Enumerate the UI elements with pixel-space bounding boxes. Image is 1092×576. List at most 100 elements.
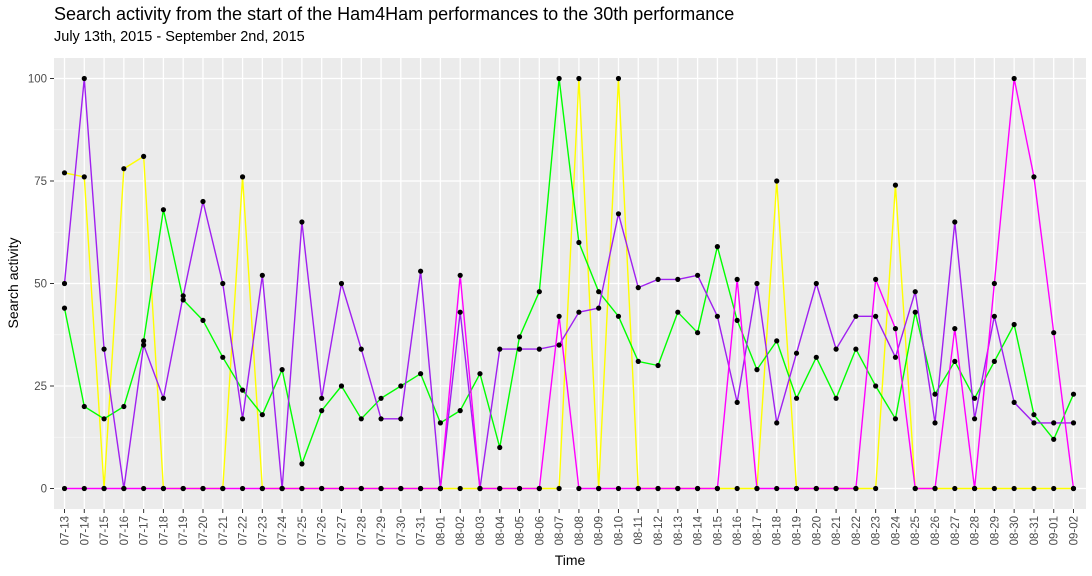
x-tick-label: 08-04 bbox=[495, 515, 507, 545]
chart-subtitle: July 13th, 2015 - September 2nd, 2015 bbox=[54, 29, 305, 45]
data-point bbox=[358, 485, 364, 492]
x-tick-label: 08-25 bbox=[910, 516, 922, 545]
data-point bbox=[101, 416, 107, 422]
data-point bbox=[437, 485, 444, 492]
x-tick-label: 08-20 bbox=[811, 516, 823, 545]
data-point bbox=[1031, 420, 1037, 426]
data-point bbox=[734, 399, 740, 405]
data-point bbox=[615, 485, 622, 492]
data-point bbox=[892, 326, 899, 332]
data-point bbox=[239, 174, 246, 180]
data-point bbox=[912, 309, 918, 315]
series-lines bbox=[63, 77, 1075, 490]
data-point bbox=[220, 280, 226, 287]
x-tick-label: 08-02 bbox=[455, 516, 467, 545]
x-tick-label: 08-09 bbox=[594, 516, 606, 545]
data-point bbox=[477, 485, 483, 492]
data-point bbox=[220, 485, 226, 492]
data-point bbox=[61, 170, 68, 176]
data-point bbox=[793, 485, 800, 492]
x-tick-label: 08-03 bbox=[475, 516, 487, 545]
data-point bbox=[576, 309, 582, 315]
x-tick-label: 08-06 bbox=[534, 516, 546, 545]
x-tick-label: 07-26 bbox=[317, 516, 329, 545]
data-point bbox=[793, 350, 800, 356]
x-tick-label: 08-16 bbox=[732, 516, 744, 545]
data-point bbox=[734, 317, 740, 323]
data-point bbox=[61, 305, 68, 311]
x-tick-label: 07-29 bbox=[376, 516, 388, 545]
data-point bbox=[734, 485, 740, 492]
data-point bbox=[299, 461, 305, 467]
data-point bbox=[556, 342, 562, 348]
data-point bbox=[714, 485, 720, 492]
x-tick-label: 07-21 bbox=[218, 516, 230, 545]
x-tick-label: 07-20 bbox=[198, 516, 210, 545]
data-point bbox=[1051, 436, 1057, 442]
data-point bbox=[338, 280, 345, 287]
data-point bbox=[378, 395, 384, 401]
data-point bbox=[457, 309, 463, 315]
data-point bbox=[1011, 75, 1017, 82]
data-point bbox=[615, 313, 622, 319]
y-tick-label: 25 bbox=[34, 381, 47, 393]
x-tick-label: 07-14 bbox=[79, 515, 91, 545]
data-point bbox=[813, 280, 819, 287]
data-point bbox=[873, 485, 879, 492]
y-tick-label: 75 bbox=[34, 176, 47, 188]
data-point bbox=[180, 297, 186, 303]
y-tick-label: 50 bbox=[34, 279, 47, 291]
data-point bbox=[81, 403, 87, 410]
data-point bbox=[121, 166, 127, 172]
data-points bbox=[61, 75, 1077, 492]
y-tick-label: 100 bbox=[28, 74, 47, 86]
data-point bbox=[1070, 391, 1077, 397]
data-point bbox=[160, 207, 167, 213]
data-point bbox=[833, 346, 839, 352]
data-point bbox=[239, 416, 246, 422]
data-point bbox=[596, 305, 602, 311]
data-point bbox=[338, 485, 345, 492]
data-point bbox=[141, 342, 147, 348]
data-point bbox=[418, 485, 424, 492]
data-point bbox=[596, 485, 602, 492]
x-tick-label: 08-23 bbox=[871, 516, 883, 545]
data-point bbox=[497, 346, 503, 352]
data-point bbox=[754, 280, 760, 287]
data-point bbox=[160, 485, 167, 492]
data-point bbox=[239, 485, 246, 492]
data-point bbox=[61, 280, 68, 287]
series-line-1 bbox=[64, 77, 1074, 490]
data-point bbox=[754, 367, 760, 373]
data-point bbox=[556, 313, 562, 319]
data-point bbox=[892, 182, 899, 188]
data-point bbox=[892, 416, 899, 422]
data-point bbox=[200, 485, 206, 492]
data-point bbox=[1011, 485, 1017, 492]
data-point bbox=[358, 346, 364, 352]
x-tick-label: 07-17 bbox=[139, 516, 151, 545]
data-point bbox=[319, 408, 325, 414]
data-point bbox=[694, 330, 701, 336]
data-point bbox=[774, 420, 780, 426]
data-point bbox=[991, 485, 997, 492]
data-point bbox=[121, 403, 127, 410]
data-point bbox=[536, 289, 542, 295]
x-tick-label: 07-31 bbox=[416, 516, 428, 545]
data-point bbox=[418, 371, 424, 377]
data-point bbox=[259, 412, 265, 418]
x-tick-label: 08-12 bbox=[653, 516, 665, 545]
x-tick-label: 08-30 bbox=[1009, 516, 1021, 545]
data-point bbox=[932, 485, 938, 492]
data-point bbox=[299, 219, 305, 225]
x-tick-label: 08-01 bbox=[435, 516, 447, 545]
data-point bbox=[457, 272, 463, 278]
chart-title: Search activity from the start of the Ha… bbox=[54, 4, 735, 24]
data-point bbox=[556, 485, 562, 492]
data-point bbox=[180, 485, 186, 492]
data-point bbox=[892, 354, 899, 360]
x-tick-label: 07-16 bbox=[119, 516, 131, 545]
data-point bbox=[141, 153, 147, 159]
x-tick-label: 08-27 bbox=[950, 516, 962, 545]
